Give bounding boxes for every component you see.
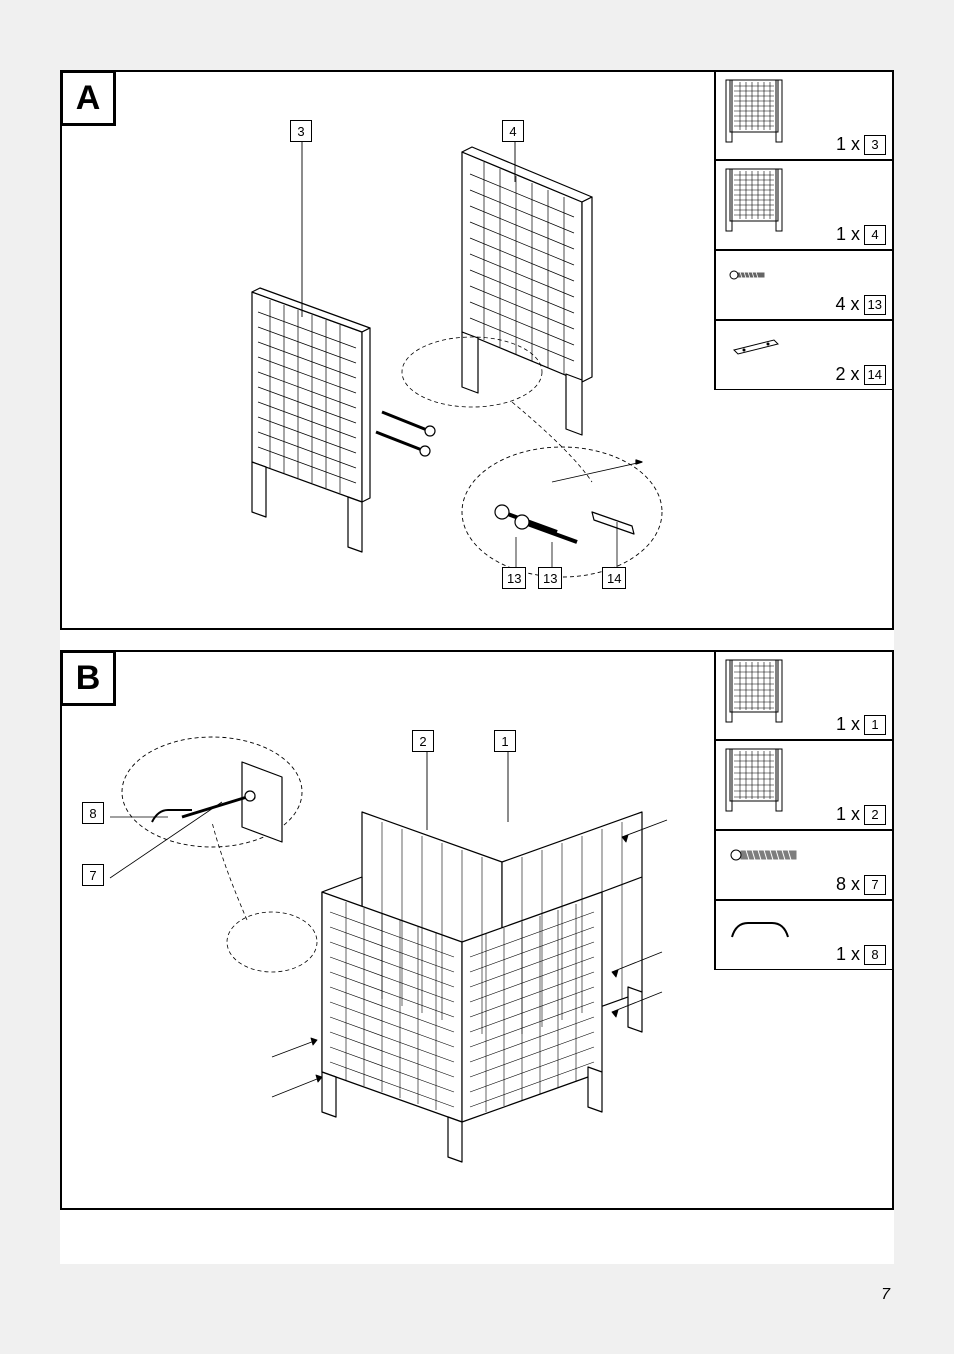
parts-column-a: 1 x 3 — [714, 70, 894, 390]
part-num: 14 — [864, 365, 886, 385]
step-panel-b: B — [60, 650, 894, 1210]
panel2-thumb-icon — [724, 745, 794, 815]
part-cell: 1 x 2 — [715, 740, 894, 830]
part-qty: 1 x 1 — [836, 714, 886, 735]
dowel14-thumb-icon — [724, 325, 794, 365]
part-num: 1 — [864, 715, 886, 735]
page-inner: A — [60, 70, 894, 1264]
part-qty: 1 x 3 — [836, 134, 886, 155]
step-letter-b: B — [60, 650, 116, 706]
part-num: 13 — [864, 295, 886, 315]
callout-13a: 13 — [502, 567, 526, 589]
part-num: 2 — [864, 805, 886, 825]
part-qty: 1 x 2 — [836, 804, 886, 825]
qty-text: 4 x — [836, 294, 860, 315]
qty-text: 1 x — [836, 134, 860, 155]
callout-3: 3 — [290, 120, 312, 142]
callout-13b: 13 — [538, 567, 562, 589]
parts-column-b: 1 x 1 — [714, 650, 894, 970]
part-num: 8 — [864, 945, 886, 965]
qty-text: 1 x — [836, 944, 860, 965]
part-qty: 4 x 13 — [836, 294, 886, 315]
qty-text: 1 x — [836, 224, 860, 245]
step-panel-a: A — [60, 70, 894, 630]
callout-7: 7 — [82, 864, 104, 886]
part-cell: 8 x 7 — [715, 830, 894, 900]
page: A — [0, 0, 954, 1354]
part-num: 3 — [864, 135, 886, 155]
part-cell: 1 x 4 — [715, 160, 894, 250]
step-b-illustration — [72, 662, 712, 1202]
screw13-thumb-icon — [724, 255, 794, 295]
step-a-illustration — [72, 82, 712, 622]
part-cell: 1 x 1 — [715, 650, 894, 740]
callout-1: 1 — [494, 730, 516, 752]
part-cell: 1 x 3 — [715, 70, 894, 160]
callout-14: 14 — [602, 567, 626, 589]
part-qty: 1 x 4 — [836, 224, 886, 245]
callout-4: 4 — [502, 120, 524, 142]
qty-text: 2 x — [836, 364, 860, 385]
part-num: 7 — [864, 875, 886, 895]
qty-text: 1 x — [836, 804, 860, 825]
page-number: 7 — [881, 1286, 890, 1304]
panel3-thumb-icon — [724, 76, 794, 146]
part-cell: 1 x 8 — [715, 900, 894, 970]
part-qty: 1 x 8 — [836, 944, 886, 965]
callout-2: 2 — [412, 730, 434, 752]
allenkey8-thumb-icon — [724, 905, 804, 945]
part-qty: 2 x 14 — [836, 364, 886, 385]
qty-text: 1 x — [836, 714, 860, 735]
qty-text: 8 x — [836, 874, 860, 895]
bolt7-thumb-icon — [724, 835, 814, 875]
panel1-thumb-icon — [724, 656, 794, 726]
part-qty: 8 x 7 — [836, 874, 886, 895]
part-num: 4 — [864, 225, 886, 245]
callout-8: 8 — [82, 802, 104, 824]
part-cell: 2 x 14 — [715, 320, 894, 390]
panel4-thumb-icon — [724, 165, 794, 235]
step-letter-a: A — [60, 70, 116, 126]
part-cell: 4 x 13 — [715, 250, 894, 320]
